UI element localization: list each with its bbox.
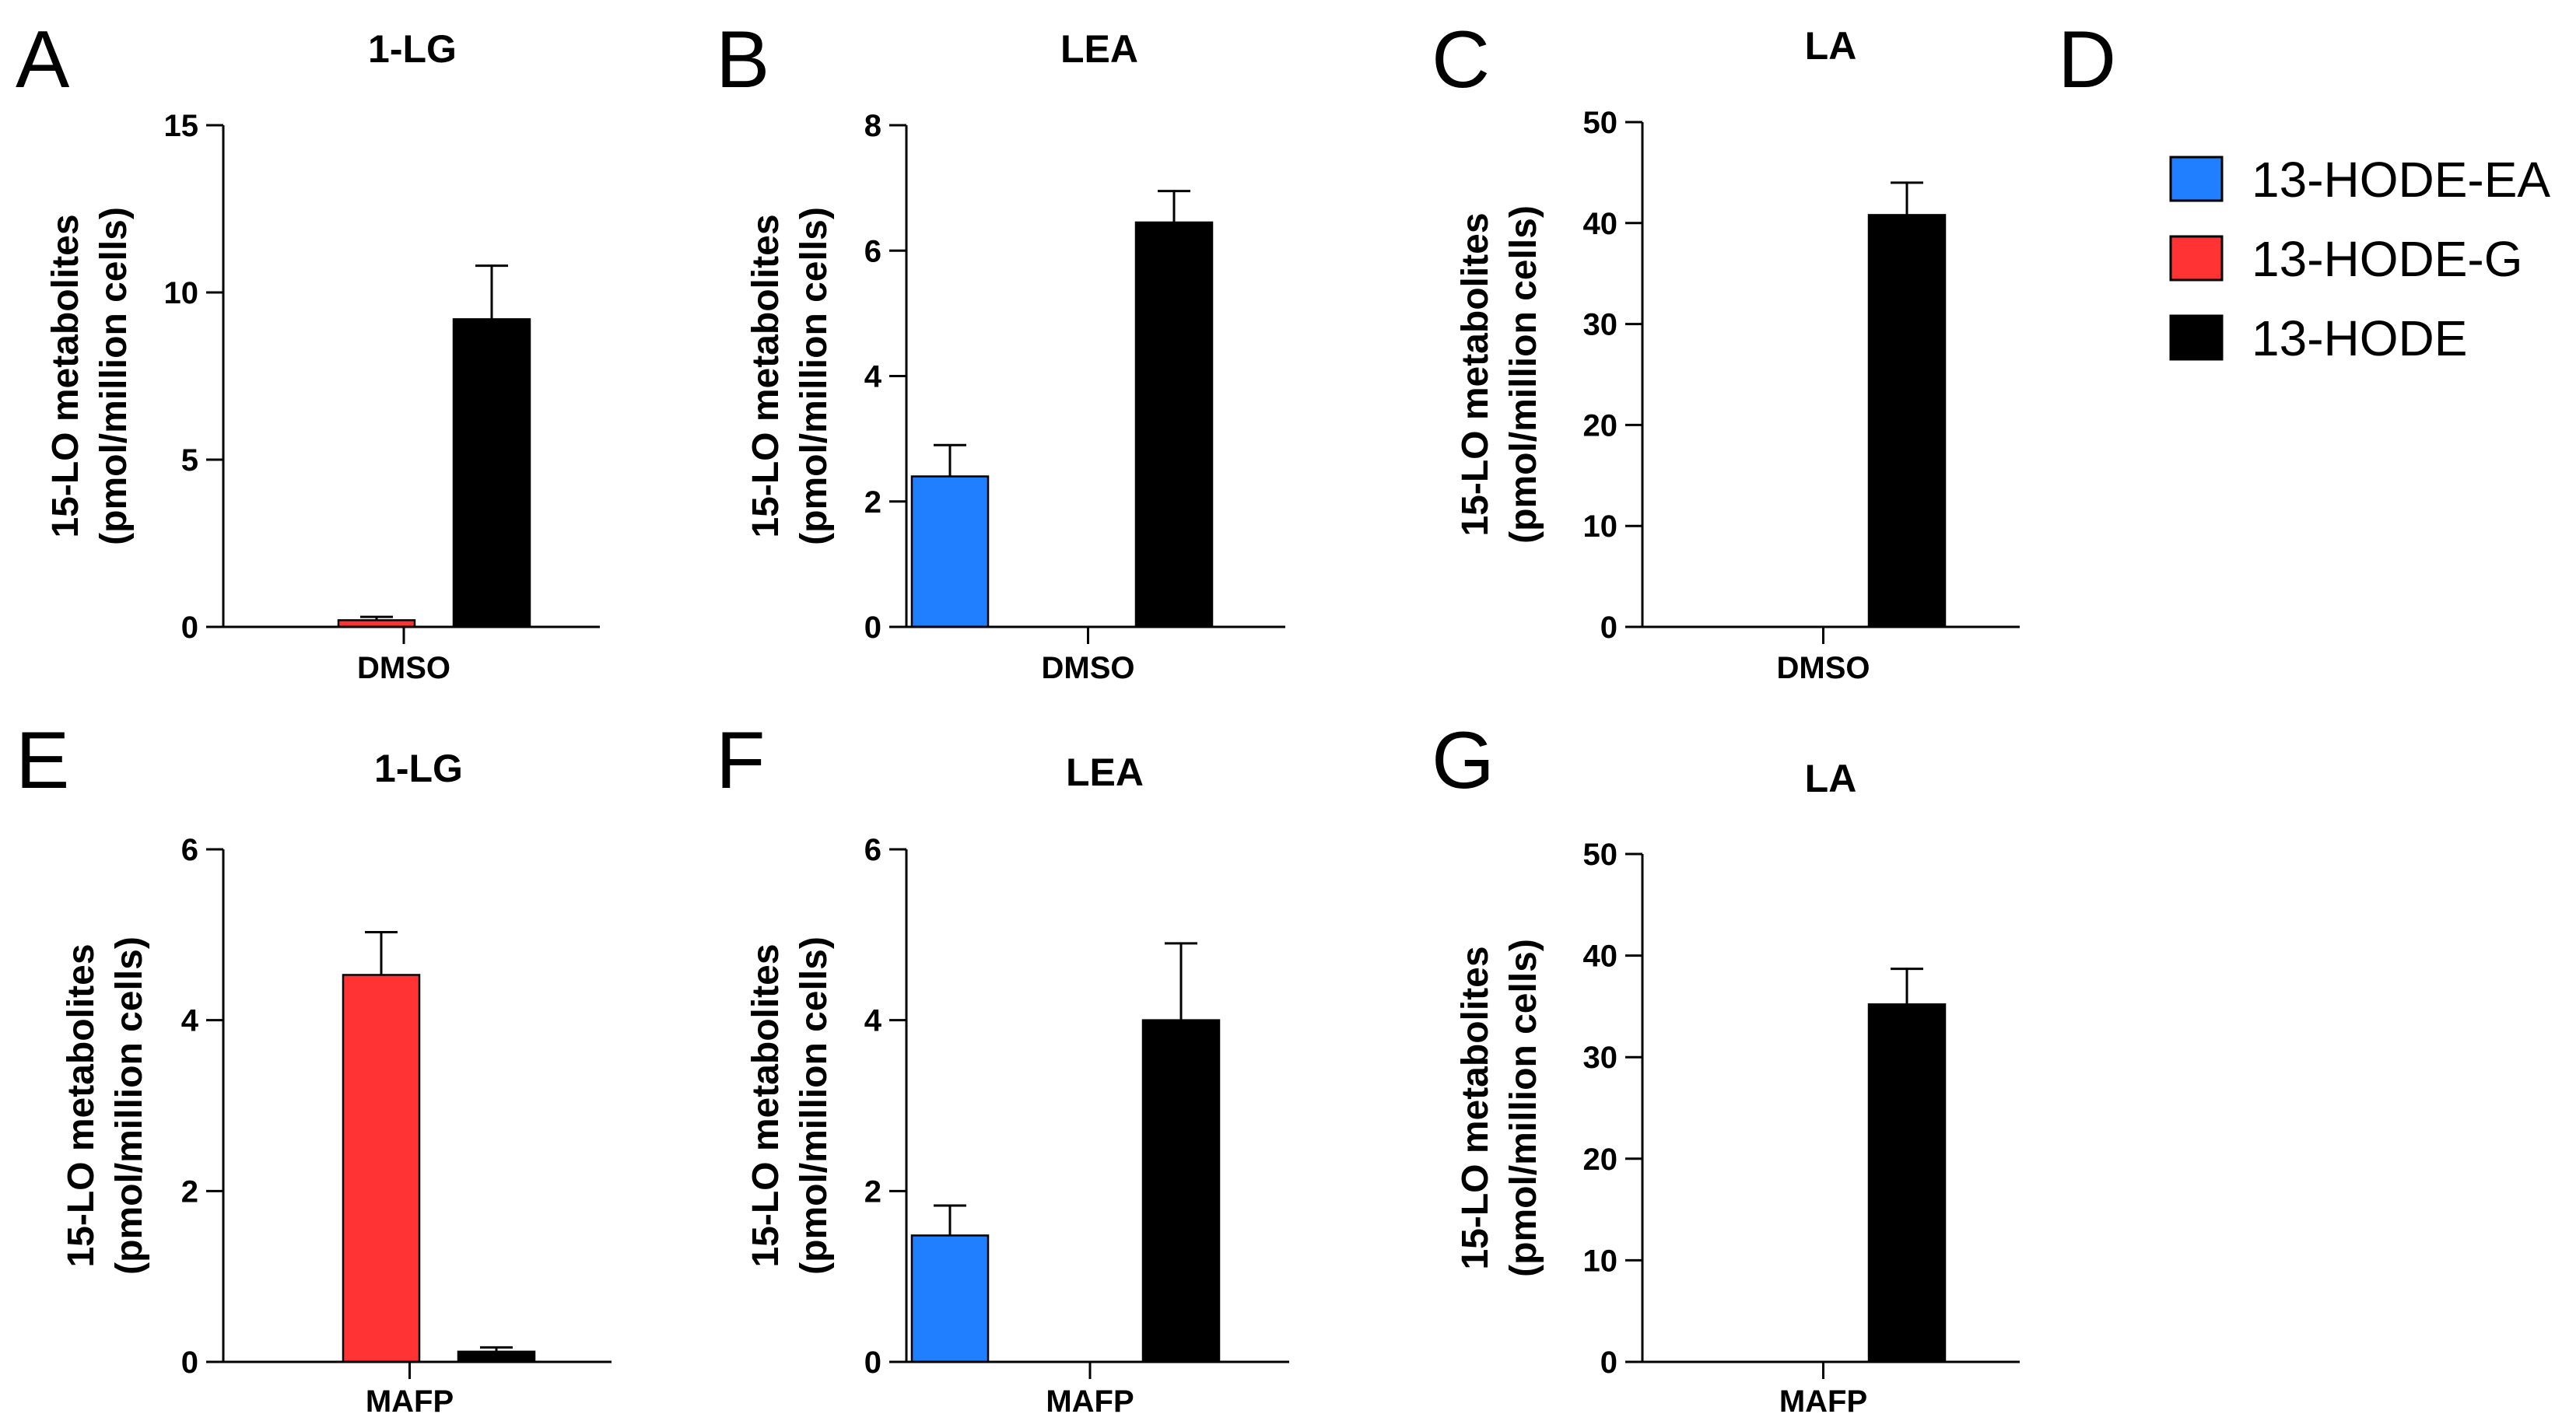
- y-tick-label: 4: [864, 360, 882, 394]
- panel-letter-d: D: [2058, 15, 2116, 105]
- y-axis-label-line: (pmol/million cells): [93, 207, 135, 545]
- y-tick-label: 2: [181, 1174, 198, 1209]
- y-axis-label-line: 15-LO metabolites: [745, 214, 787, 537]
- category-label: DMSO: [357, 651, 450, 685]
- y-axis-label: 15-LO metabolites (pmol/million cells): [745, 207, 835, 545]
- panel-b: B LEA 0 2 4 6 8 DMSO 15-LO metabolites (pmol/mill…: [716, 15, 1285, 685]
- legend-swatch-13-hode-ea: [2169, 156, 2224, 202]
- y-axis-label-line: (pmol/million cells): [794, 207, 835, 545]
- bar-13-hode-ea: [910, 475, 990, 628]
- bar-13-hode: [1867, 1003, 1947, 1363]
- panel-g: G LA 0 10 20 30 40 50 MAFP 15-LO metabolites (pmol…: [1432, 716, 2020, 1419]
- y-axis-label-line: (pmol/million cells): [1503, 939, 1544, 1277]
- y-axis-label-line: 15-LO metabolites: [745, 943, 787, 1267]
- category-label: MAFP: [366, 1384, 454, 1419]
- y-tick-label: 2: [864, 485, 881, 520]
- y-axis-label-line: 15-LO metabolites: [61, 943, 102, 1267]
- panel-a: A 1-LG 0 5 10 15 DMSO 15-LO metabolites (pmol/mi…: [16, 15, 600, 685]
- y-tick-label: 10: [1583, 509, 1618, 544]
- y-axis-label-line: 15-LO metabolites: [1455, 946, 1496, 1269]
- y-tick-label: 6: [864, 833, 881, 867]
- panel-letter-c: C: [1432, 15, 1490, 105]
- bar-13-hode: [452, 318, 531, 628]
- y-tick-label: 10: [164, 276, 199, 310]
- panel-f: F LEA 0 2 4 6 MAFP 15-LO metabolites (pmol/milli…: [716, 716, 1289, 1419]
- y-tick-label: 6: [864, 234, 881, 268]
- panel-c: C LA 0 10 20 30 40 50 DMSO 15-LO metabolites (pmol…: [1432, 15, 2020, 685]
- y-axis-label-line: (pmol/million cells): [794, 936, 835, 1275]
- bar-13-hode: [1867, 214, 1947, 628]
- panel-letter-b: B: [716, 15, 769, 105]
- panel-e: E 1-LG 0 2 4 6 MAFP 15-LO metabolites (pmol/mill…: [16, 716, 612, 1419]
- legend: D 13-HODE-EA 13-HODE-G 13-HODE: [2058, 15, 2550, 366]
- chart-title: LA: [1805, 24, 1857, 68]
- bar-13-hode: [457, 1350, 536, 1363]
- y-axis-label: 15-LO metabolites (pmol/million cells): [745, 936, 835, 1275]
- y-tick-label: 30: [1583, 308, 1618, 342]
- y-tick-label: 6: [181, 833, 198, 867]
- panel-letter-g: G: [1432, 716, 1495, 806]
- bar-13-hode-ea: [910, 1234, 990, 1363]
- panel-letter-e: E: [16, 716, 69, 806]
- category-label: DMSO: [1042, 651, 1135, 685]
- y-tick-label: 0: [1600, 1346, 1617, 1380]
- y-tick-label: 0: [864, 1346, 881, 1380]
- y-axis-label-line: (pmol/million cells): [1503, 205, 1544, 544]
- y-axis-label-line: 15-LO metabolites: [45, 214, 86, 537]
- y-axis-label: 15-LO metabolites (pmol/million cells): [1455, 939, 1544, 1277]
- y-tick-label: 0: [1600, 611, 1617, 645]
- y-tick-label: 2: [864, 1174, 881, 1209]
- y-tick-label: 5: [181, 443, 198, 478]
- y-tick-label: 30: [1583, 1041, 1618, 1075]
- y-axis-label-line: 15-LO metabolites: [1455, 212, 1496, 536]
- panel-letter-f: F: [716, 716, 766, 806]
- category-label: MAFP: [1046, 1384, 1134, 1419]
- y-tick-label: 20: [1583, 1143, 1618, 1177]
- y-axis-label: 15-LO metabolites (pmol/million cells): [45, 207, 135, 545]
- bar-13-hode: [1141, 1019, 1221, 1363]
- bar-13-hode-g: [342, 974, 421, 1363]
- chart-title: 1-LG: [368, 27, 457, 71]
- bar-13-hode: [1134, 221, 1214, 628]
- legend-swatch-13-hode: [2169, 314, 2224, 361]
- chart-title: 1-LG: [374, 747, 463, 790]
- chart-title: LEA: [1066, 751, 1144, 794]
- y-tick-label: 4: [864, 1004, 882, 1038]
- y-tick-label: 40: [1583, 207, 1618, 241]
- y-axis-label-line: (pmol/million cells): [109, 936, 150, 1275]
- y-axis-label: 15-LO metabolites (pmol/million cells): [1455, 205, 1544, 544]
- y-tick-label: 0: [864, 611, 881, 645]
- y-tick-label: 40: [1583, 940, 1618, 974]
- chart-title: LEA: [1060, 27, 1138, 71]
- y-tick-label: 4: [181, 1004, 199, 1038]
- y-tick-label: 0: [181, 611, 198, 645]
- legend-label-13-hode-g: 13-HODE-G: [2252, 231, 2523, 287]
- y-tick-label: 15: [164, 109, 199, 143]
- y-tick-label: 50: [1583, 838, 1618, 872]
- y-tick-label: 50: [1583, 106, 1618, 140]
- legend-label-13-hode-ea: 13-HODE-EA: [2252, 152, 2550, 208]
- legend-label-13-hode: 13-HODE: [2252, 310, 2467, 366]
- y-tick-label: 8: [864, 109, 881, 143]
- chart-title: LA: [1805, 757, 1857, 800]
- y-tick-label: 20: [1583, 408, 1618, 443]
- category-label: MAFP: [1779, 1384, 1867, 1419]
- category-label: DMSO: [1777, 651, 1870, 685]
- panel-letter-a: A: [16, 15, 70, 105]
- y-tick-label: 10: [1583, 1244, 1618, 1278]
- y-tick-label: 0: [181, 1346, 198, 1380]
- legend-swatch-13-hode-g: [2169, 235, 2224, 282]
- y-axis-label: 15-LO metabolites (pmol/million cells): [61, 936, 150, 1275]
